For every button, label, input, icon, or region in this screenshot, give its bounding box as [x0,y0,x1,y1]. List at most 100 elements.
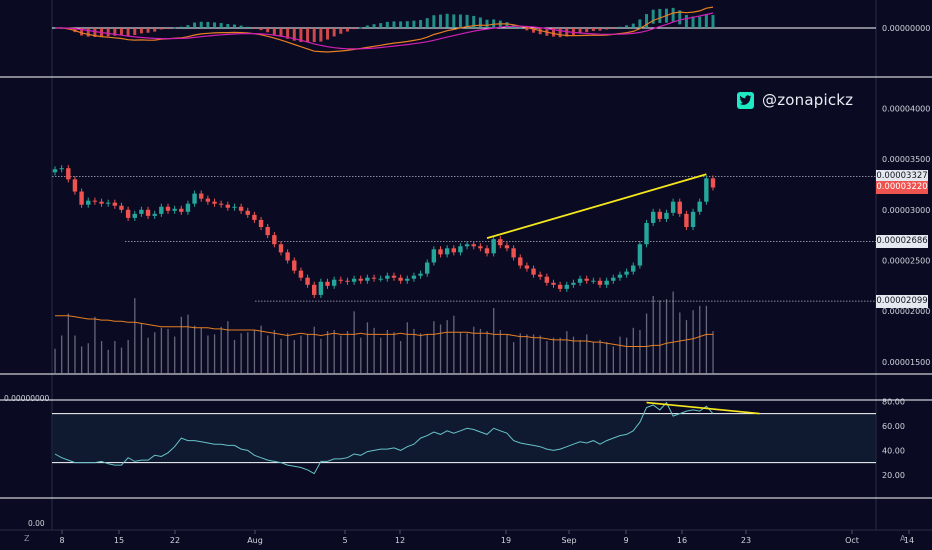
volume-bar [227,321,229,374]
time-axis-label: 16 [677,536,687,545]
macd-histogram-bar [239,25,243,28]
volume-bar [406,322,408,374]
candle-body [544,276,550,283]
candle-body [564,284,569,289]
volume-bar [280,338,282,374]
left-corner-mark: Z [24,534,30,543]
time-axis-label: 12 [395,536,405,545]
macd-histogram-bar [505,22,509,28]
macd-histogram-bar [332,28,336,37]
candle-body [611,277,616,281]
price-level-tag: 0.00002099 [876,294,928,308]
candle-body [518,257,523,266]
volume-bar [393,332,395,374]
candle-body [710,178,716,188]
macd-histogram-bar [565,28,569,37]
candle-body [664,212,669,219]
candle-body [79,191,84,205]
macd-histogram-bar [425,18,429,28]
candle-body [245,210,250,215]
volume-bar [419,333,422,374]
candle-body [272,235,277,245]
macd-histogram-bar [684,14,688,28]
volume-bar [353,311,355,374]
candle-body [704,178,709,202]
candle-body [697,201,702,212]
candle-body [92,200,98,202]
volume-bar [526,334,528,374]
macd-histogram-bar [213,22,217,28]
macd-histogram-bar [173,27,177,29]
macd-histogram-bar [704,14,708,28]
time-axis-label: 19 [501,536,511,545]
twitter-handle: @zonapickz [762,91,854,109]
macd-histogram-bar [585,28,589,33]
candle-body [557,284,563,289]
volume-bar [187,314,189,374]
macd-histogram-bar [691,16,695,28]
candle-body [624,271,629,275]
macd-histogram-bar [359,27,363,29]
volume-bar [54,348,56,374]
time-axis-label: 22 [170,536,180,545]
macd-histogram-bar [113,28,117,36]
volume-bar [672,291,674,374]
macd-histogram-bar [558,28,562,38]
rsi-band-fill [52,413,876,463]
macd-histogram-bar [93,28,97,38]
volume-bar [220,326,222,374]
volume-bar [592,342,595,374]
rsi-left-label-top: 0.00000000 [4,394,50,403]
candle-body [132,213,137,218]
candle-body [504,245,510,249]
volume-bar [665,299,668,374]
time-axis-label: Sep [561,536,576,545]
volume-bar [154,332,156,374]
macd-histogram-bar [412,20,416,28]
macd-histogram-bar [379,23,383,28]
price-level-tag: 0.00003327 [876,170,928,184]
macd-histogram-bar [86,28,90,37]
macd-histogram-bar [365,25,369,28]
macd-axis-label: 0.00000000 [882,24,930,33]
volume-bar [94,316,96,374]
volume-bar [174,336,176,374]
candle-body [391,275,397,278]
macd-histogram-bar [571,28,575,36]
volume-ma-line [55,315,713,347]
candle-body [670,201,676,213]
candle-body [458,246,463,253]
candle-body [385,275,390,279]
volume-bar [566,331,568,374]
macd-histogram-bar [80,28,84,36]
price-trendline [486,173,707,240]
macd-histogram-bar [193,22,197,28]
volume-bar [679,312,681,374]
candle-body [650,211,656,223]
volume-bar [479,328,482,374]
candle-body [338,279,343,281]
macd-histogram-bar [232,24,236,28]
macd-histogram-bar [292,28,296,41]
macd-histogram-bar [591,28,595,32]
volume-bar [247,332,249,374]
candle-body [551,282,556,285]
candle-body [584,278,589,281]
volume-bar [107,349,109,374]
volume-bar [552,337,555,374]
macd-histogram-bar [631,23,635,28]
candle-body [591,280,596,282]
volume-bar [306,334,309,374]
volume-bar [114,341,116,374]
macd-histogram-bar [438,14,442,28]
macd-histogram-bar [126,28,130,36]
macd-histogram-bar [139,28,143,34]
volume-bar [559,337,561,374]
volume-bar [652,295,654,374]
candle-body [112,202,118,206]
volume-bar [599,339,601,374]
candle-body [59,168,64,170]
volume-bar [400,341,402,374]
volume-bar [366,322,369,374]
candle-body [371,277,377,279]
